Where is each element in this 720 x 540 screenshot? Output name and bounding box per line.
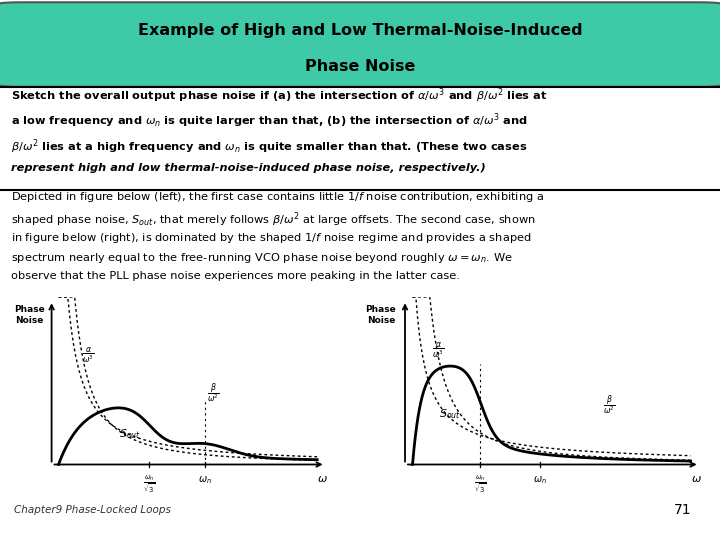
Text: $\frac{\beta}{\omega^2}$: $\frac{\beta}{\omega^2}$ <box>207 382 220 406</box>
Text: shaped phase noise, $S_{out}$, that merely follows $\beta/\omega^2$ at large off: shaped phase noise, $S_{out}$, that mere… <box>11 211 536 229</box>
Text: $\omega$: $\omega$ <box>691 474 702 484</box>
Text: spectrum nearly equal to the free-running VCO phase noise beyond roughly $\omega: spectrum nearly equal to the free-runnin… <box>11 251 513 265</box>
Text: Phase
Noise: Phase Noise <box>14 306 45 325</box>
Text: $\frac{\omega_n}{\sqrt{3}}$: $\frac{\omega_n}{\sqrt{3}}$ <box>474 474 486 496</box>
Text: Depicted in figure below (left), the first case contains little 1/$f$ noise cont: Depicted in figure below (left), the fir… <box>11 190 544 204</box>
Text: a low frequency and $\omega_n$ is quite larger than that, (b) the intersection o: a low frequency and $\omega_n$ is quite … <box>11 112 528 131</box>
Text: Phase
Noise: Phase Noise <box>366 306 396 325</box>
Text: $\omega_n$: $\omega_n$ <box>534 474 547 485</box>
Text: Chapter9 Phase-Locked Loops: Chapter9 Phase-Locked Loops <box>14 505 171 515</box>
Text: 71: 71 <box>674 503 691 517</box>
Text: $\frac{\alpha}{\omega^3}$: $\frac{\alpha}{\omega^3}$ <box>81 346 94 366</box>
Text: represent high and low thermal-noise-induced phase noise, respectively.): represent high and low thermal-noise-ind… <box>11 163 485 173</box>
Text: $S_{out}$: $S_{out}$ <box>119 428 141 441</box>
Text: $\beta/\omega^2$ lies at a high frequency and $\omega_n$ is quite smaller than t: $\beta/\omega^2$ lies at a high frequenc… <box>11 137 527 156</box>
Text: $\omega$: $\omega$ <box>318 474 328 484</box>
FancyBboxPatch shape <box>0 2 720 87</box>
Text: Example of High and Low Thermal-Noise-Induced: Example of High and Low Thermal-Noise-In… <box>138 23 582 38</box>
Text: $\omega_n$: $\omega_n$ <box>199 474 212 485</box>
Text: $\frac{\beta}{\omega^2}$: $\frac{\beta}{\omega^2}$ <box>603 394 616 418</box>
Text: observe that the PLL phase noise experiences more peaking in the latter case.: observe that the PLL phase noise experie… <box>11 271 459 281</box>
Text: Phase Noise: Phase Noise <box>305 59 415 74</box>
Text: Sketch the overall output phase noise if (a) the intersection of $\alpha/\omega^: Sketch the overall output phase noise if… <box>11 86 547 105</box>
Text: $\frac{\omega_n}{\sqrt{3}}$: $\frac{\omega_n}{\sqrt{3}}$ <box>143 474 156 496</box>
Text: in figure below (right), is dominated by the shaped 1/$f$ noise regime and provi: in figure below (right), is dominated by… <box>11 231 531 245</box>
Text: $S_{out}$: $S_{out}$ <box>439 407 461 421</box>
Text: $\frac{\alpha}{\omega^3}$: $\frac{\alpha}{\omega^3}$ <box>432 341 444 361</box>
